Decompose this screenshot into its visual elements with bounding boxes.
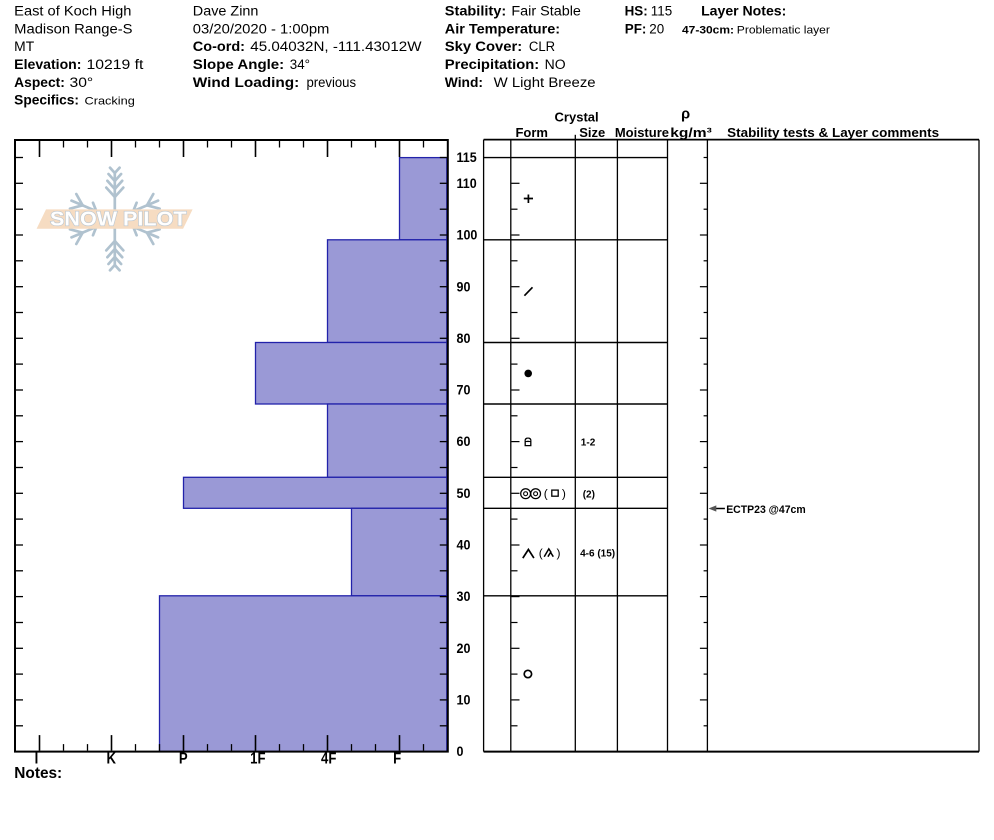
svg-text:Moisture: Moisture (615, 125, 669, 140)
svg-text:10219 ft: 10219 ft (87, 57, 144, 72)
svg-text:115: 115 (457, 149, 477, 165)
svg-text:1F: 1F (250, 751, 266, 768)
svg-text:(2): (2) (583, 489, 595, 500)
svg-text:20: 20 (457, 640, 471, 656)
svg-text:Stability tests & Layer commen: Stability tests & Layer comments (727, 125, 939, 140)
svg-text:70: 70 (457, 382, 471, 398)
svg-text:80: 80 (457, 330, 471, 346)
svg-text:CLR: CLR (529, 39, 556, 54)
svg-text:30°: 30° (70, 75, 94, 90)
svg-text:115: 115 (651, 4, 672, 19)
svg-text:4-6 (15): 4-6 (15) (580, 548, 615, 559)
svg-text:ECTP23 @47cm: ECTP23 @47cm (726, 504, 806, 516)
svg-text:60: 60 (457, 434, 471, 450)
svg-text:1-2: 1-2 (581, 437, 596, 448)
svg-text:Size: Size (579, 125, 605, 140)
svg-text:50: 50 (457, 485, 471, 501)
svg-text:HS:: HS: (625, 4, 648, 19)
svg-text:PF:: PF: (625, 21, 647, 36)
svg-text:45.04032N, -111.43012W: 45.04032N, -111.43012W (250, 39, 422, 54)
svg-text:East of Koch High: East of Koch High (14, 4, 131, 19)
svg-text:Precipitation:: Precipitation: (445, 57, 539, 72)
svg-text:MT: MT (14, 39, 34, 54)
svg-text:Sky Cover:: Sky Cover: (445, 39, 522, 54)
svg-text:100: 100 (457, 227, 478, 243)
svg-text:30: 30 (457, 589, 471, 605)
svg-text:03/20/2020 - 1:00pm: 03/20/2020 - 1:00pm (193, 21, 330, 36)
svg-text:kg/m³: kg/m³ (670, 125, 712, 140)
svg-text:110: 110 (457, 175, 477, 191)
svg-text:(: ( (544, 486, 548, 500)
svg-text:40: 40 (457, 537, 471, 553)
svg-text:NO: NO (545, 57, 566, 72)
svg-text:10: 10 (457, 692, 471, 708)
svg-text:Form: Form (515, 125, 548, 140)
svg-text:Co-ord:: Co-ord: (193, 39, 245, 54)
svg-text:): ) (562, 486, 566, 500)
svg-text:P: P (179, 751, 188, 768)
svg-text:20: 20 (649, 21, 664, 36)
svg-text:Air Temperature:: Air Temperature: (445, 21, 560, 36)
svg-text:W Light Breeze: W Light Breeze (494, 75, 596, 90)
svg-text:Wind:: Wind: (445, 75, 483, 90)
svg-text:Specifics:: Specifics: (14, 93, 79, 108)
svg-text:Dave Zinn: Dave Zinn (193, 4, 259, 19)
svg-text:F: F (393, 751, 401, 768)
svg-text:Slope Angle:: Slope Angle: (193, 57, 284, 72)
svg-text:47-30cm:: 47-30cm: (682, 24, 734, 36)
svg-text:K: K (106, 751, 116, 768)
svg-text:0: 0 (457, 744, 464, 760)
svg-text:I: I (35, 751, 39, 768)
svg-text:34°: 34° (290, 57, 310, 72)
svg-text:ρ: ρ (681, 106, 690, 122)
svg-text:Notes:: Notes: (14, 765, 62, 782)
svg-text:Stability:: Stability: (445, 4, 506, 19)
svg-text:previous: previous (307, 75, 357, 90)
svg-text:Aspect:: Aspect: (14, 75, 65, 90)
svg-text:Wind Loading:: Wind Loading: (193, 75, 299, 90)
svg-text:Elevation:: Elevation: (14, 57, 81, 72)
svg-text:Cracking: Cracking (85, 96, 135, 108)
svg-text:Fair Stable: Fair Stable (511, 4, 581, 19)
svg-text:Problematic layer: Problematic layer (737, 24, 830, 36)
svg-text:Layer Notes:: Layer Notes: (701, 4, 786, 19)
svg-text:90: 90 (457, 279, 471, 295)
svg-text:4F: 4F (321, 751, 337, 768)
svg-text:SNOW PILOT: SNOW PILOT (50, 208, 187, 231)
svg-text:): ) (557, 546, 561, 560)
svg-text:Crystal: Crystal (555, 110, 599, 125)
svg-text:Madison Range-S: Madison Range-S (14, 21, 132, 36)
svg-text:(: ( (539, 546, 543, 560)
